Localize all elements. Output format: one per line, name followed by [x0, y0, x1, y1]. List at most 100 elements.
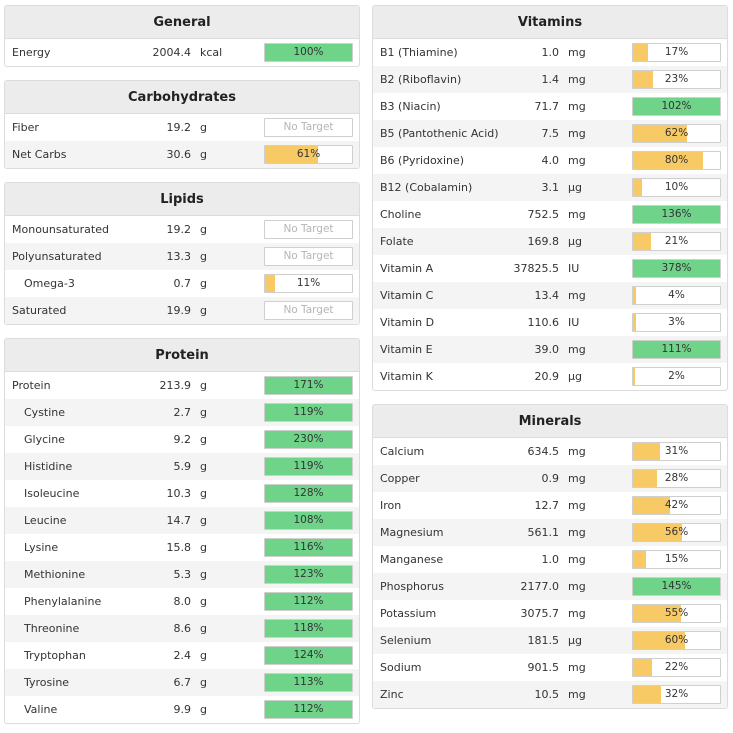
nutrient-amount: 181.5: [527, 634, 560, 647]
nutrient-row: B3 (Niacin) 71.7 mg 102%: [373, 93, 727, 120]
target-progress-bar: 2%: [632, 367, 721, 386]
nutrient-row: B2 (Riboflavin) 1.4 mg 23%: [373, 66, 727, 93]
nutrient-amount: 8.0: [173, 595, 192, 608]
nutrient-name: Sodium: [380, 661, 422, 674]
nutrient-row: Histidine 5.9 g 119%: [5, 453, 359, 480]
progress-label: No Target: [283, 223, 334, 235]
right-column: Vitamins B1 (Thiamine) 1.0 mg 17% B2 (Ribofl…: [372, 0, 728, 722]
progress-label: 3%: [668, 316, 685, 328]
nutrient-row: Iron 12.7 mg 42%: [373, 492, 727, 519]
nutrient-unit: mg: [568, 580, 586, 593]
nutrient-row: B6 (Pyridoxine) 4.0 mg 80%: [373, 147, 727, 174]
progress-label: 100%: [293, 46, 324, 58]
nutrient-row: Threonine 8.6 g 118%: [5, 615, 359, 642]
nutrient-name: Manganese: [380, 553, 444, 566]
nutrient-unit: g: [200, 541, 207, 554]
nutrient-unit: g: [200, 487, 207, 500]
progress-label: 42%: [664, 499, 689, 511]
progress-fill: [633, 686, 661, 703]
progress-label: 112%: [293, 703, 324, 715]
panel-rows: B1 (Thiamine) 1.0 mg 17% B2 (Riboflavin) 1.4 m…: [373, 39, 727, 390]
progress-label: 119%: [293, 406, 324, 418]
nutrient-unit: g: [200, 568, 207, 581]
nutrient-unit: g: [200, 406, 207, 419]
nutrient-name: Protein: [12, 379, 51, 392]
progress-label: 17%: [664, 46, 689, 58]
nutrient-row: Tryptophan 2.4 g 124%: [5, 642, 359, 669]
nutrient-row: B12 (Cobalamin) 3.1 µg 10%: [373, 174, 727, 201]
nutrient-amount: 2177.0: [520, 580, 560, 593]
nutrient-name: Vitamin K: [380, 370, 433, 383]
nutrient-name: B3 (Niacin): [380, 100, 441, 113]
target-progress-bar: 22%: [632, 658, 721, 677]
target-progress-bar: 145%: [632, 577, 721, 596]
nutrient-name: Cystine: [24, 406, 66, 419]
progress-fill: [633, 98, 720, 115]
nutrient-amount: 0.9: [541, 472, 560, 485]
nutrient-amount: 30.6: [166, 148, 192, 161]
nutrient-unit: mg: [568, 154, 586, 167]
nutrient-name: Valine: [24, 703, 58, 716]
progress-fill: [265, 146, 319, 163]
progress-label: 230%: [293, 433, 324, 445]
progress-fill: [633, 125, 687, 142]
nutrient-name: Zinc: [380, 688, 404, 701]
target-progress-bar: 136%: [632, 205, 721, 224]
target-progress-bar: 23%: [632, 70, 721, 89]
nutrient-unit: g: [200, 223, 207, 236]
nutrient-row: Energy 2004.4 kcal 100%: [5, 39, 359, 66]
progress-label: 2%: [668, 370, 685, 382]
progress-label: 56%: [664, 526, 689, 538]
progress-fill: [265, 275, 275, 292]
panel-carbohydrates: Carbohydrates Fiber 19.2 g No Target Net Car…: [4, 80, 360, 169]
nutrient-row: Zinc 10.5 mg 32%: [373, 681, 727, 708]
nutrient-unit: mg: [568, 100, 586, 113]
nutrient-amount: 1.0: [541, 46, 560, 59]
panel-rows: Calcium 634.5 mg 31% Copper 0.9 mg 28% Iron 12.7 m…: [373, 438, 727, 708]
progress-fill: [633, 314, 636, 331]
target-progress-bar: 108%: [264, 511, 353, 530]
progress-label: 22%: [664, 661, 689, 673]
nutrient-name: Lysine: [24, 541, 59, 554]
target-progress-bar: 3%: [632, 313, 721, 332]
nutrient-row: Phenylalanine 8.0 g 112%: [5, 588, 359, 615]
nutrient-unit: g: [200, 703, 207, 716]
nutrient-amount: 561.1: [527, 526, 560, 539]
target-progress-bar: 55%: [632, 604, 721, 623]
nutrient-name: Potassium: [380, 607, 437, 620]
nutrient-amount: 9.2: [173, 433, 192, 446]
nutrient-unit: g: [200, 250, 207, 263]
target-progress-bar: 61%: [264, 145, 353, 164]
progress-label: 111%: [661, 343, 692, 355]
nutrient-row: Sodium 901.5 mg 22%: [373, 654, 727, 681]
nutrient-name: Choline: [380, 208, 422, 221]
progress-label: 136%: [661, 208, 692, 220]
target-progress-bar: 124%: [264, 646, 353, 665]
progress-fill: [265, 431, 352, 448]
progress-label: 116%: [293, 541, 324, 553]
nutrient-name: Copper: [380, 472, 420, 485]
progress-label: 31%: [664, 445, 689, 457]
nutrient-name: Fiber: [12, 121, 39, 134]
nutrient-amount: 39.0: [534, 343, 560, 356]
target-progress-bar: 116%: [264, 538, 353, 557]
nutrient-name: B2 (Riboflavin): [380, 73, 462, 86]
nutrient-unit: mg: [568, 472, 586, 485]
nutrient-amount: 9.9: [173, 703, 192, 716]
nutrient-amount: 8.6: [173, 622, 192, 635]
nutrient-unit: mg: [568, 73, 586, 86]
nutrient-unit: g: [200, 304, 207, 317]
nutrient-row: Tyrosine 6.7 g 113%: [5, 669, 359, 696]
panel-general: General Energy 2004.4 kcal 100%: [4, 5, 360, 67]
progress-fill: [633, 659, 653, 676]
nutrient-unit: g: [200, 595, 207, 608]
nutrient-amount: 19.2: [166, 223, 192, 236]
target-progress-bar: 128%: [264, 484, 353, 503]
progress-fill: [265, 701, 352, 718]
nutrient-unit: mg: [568, 46, 586, 59]
progress-label: 118%: [293, 622, 324, 634]
target-progress-bar: 80%: [632, 151, 721, 170]
nutrient-name: B5 (Pantothenic Acid): [380, 127, 499, 140]
nutrient-name: Net Carbs: [12, 148, 67, 161]
nutrient-unit: g: [200, 460, 207, 473]
